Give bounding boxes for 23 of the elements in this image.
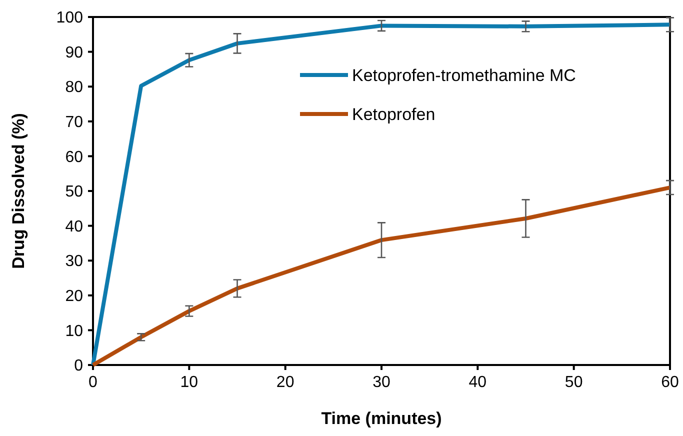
y-tick-label: 60 xyxy=(65,148,84,166)
y-tick-label: 20 xyxy=(65,288,84,305)
y-tick-label: 100 xyxy=(56,10,84,27)
legend-label: Ketoprofen xyxy=(352,104,436,124)
x-tick-label: 50 xyxy=(564,374,583,391)
legend-label: Ketoprofen-tromethamine MC xyxy=(352,66,576,85)
line-series xyxy=(91,186,672,367)
y-tick-label: 0 xyxy=(74,358,84,375)
x-tick-label: 40 xyxy=(468,374,487,391)
x-tick-label: 60 xyxy=(661,374,679,391)
y-tick-label: 40 xyxy=(65,218,84,236)
y-tick-label: 70 xyxy=(65,114,84,131)
y-tick-label: 30 xyxy=(65,253,84,270)
y-tick-label: 10 xyxy=(65,322,84,340)
y-axis-title: Drug Dissolved (%) xyxy=(9,113,28,269)
x-axis-title: Time (minutes) xyxy=(321,409,442,428)
x-tick-label: 30 xyxy=(372,374,390,391)
y-tick-label: 80 xyxy=(65,79,84,96)
x-tick-label: 10 xyxy=(180,374,198,391)
y-tick-label: 50 xyxy=(65,184,84,201)
x-tick-label: 0 xyxy=(88,374,98,391)
y-tick-label: 90 xyxy=(65,44,84,62)
x-tick-label: 20 xyxy=(276,374,294,391)
